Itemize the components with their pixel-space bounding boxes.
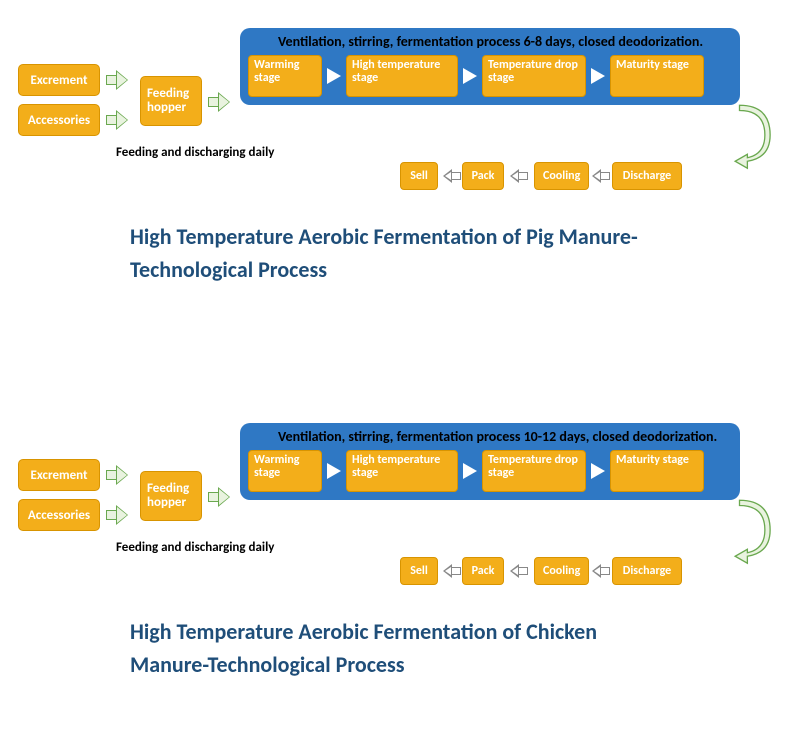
output-box: Discharge	[612, 162, 682, 190]
arrow-right-icon	[591, 463, 605, 479]
input-excrement: Excrement	[18, 459, 100, 491]
daily-caption: Feeding and discharging daily	[116, 145, 274, 160]
arrow-right-icon	[106, 505, 128, 525]
stage-box: High temperature stage	[346, 55, 458, 97]
arrow-left-icon	[592, 564, 610, 578]
fermentation-caption: Ventilation, stirring, fermentation proc…	[248, 34, 732, 51]
arrow-right-icon	[208, 487, 230, 507]
arrow-left-icon	[510, 169, 528, 183]
stage-box: High temperature stage	[346, 450, 458, 492]
output-box: Sell	[400, 162, 438, 190]
arrow-right-icon	[463, 68, 477, 84]
arrow-right-icon	[106, 70, 128, 90]
input-accessories: Accessories	[18, 499, 100, 531]
arrow-right-icon	[591, 68, 605, 84]
output-box: Pack	[462, 557, 504, 585]
output-box: Pack	[462, 162, 504, 190]
fermentation-container: Ventilation, stirring, fermentation proc…	[240, 28, 740, 105]
arrow-right-icon	[327, 68, 341, 84]
stage-box: Temperature drop stage	[482, 450, 586, 492]
stage-box: Warming stage	[248, 450, 322, 492]
arrow-right-icon	[463, 463, 477, 479]
arrow-right-icon	[327, 463, 341, 479]
output-box: Cooling	[534, 162, 589, 190]
stage-row: Warming stage High temperature stage Tempe…	[248, 55, 732, 97]
arrow-left-icon	[510, 564, 528, 578]
feeding-hopper: Feeding hopper	[140, 471, 202, 521]
arrow-left-icon	[592, 169, 610, 183]
stage-box: Temperature drop stage	[482, 55, 586, 97]
curve-arrow-icon	[732, 495, 782, 565]
output-box: Cooling	[534, 557, 589, 585]
arrow-left-icon	[443, 169, 461, 183]
curve-arrow-icon	[732, 100, 782, 170]
arrow-right-icon	[106, 110, 128, 130]
stage-box: Maturity stage	[610, 450, 704, 492]
process-diagram-0: Excrement Accessories Feeding hopper Ventil…	[0, 10, 800, 330]
feeding-hopper: Feeding hopper	[140, 76, 202, 126]
arrow-right-icon	[106, 465, 128, 485]
stage-row: Warming stage High temperature stage Tempe…	[248, 450, 732, 492]
output-box: Discharge	[612, 557, 682, 585]
arrow-right-icon	[208, 92, 230, 112]
diagram-title: High Temperature Aerobic Fermentation of…	[130, 615, 670, 681]
input-accessories: Accessories	[18, 104, 100, 136]
output-box: Sell	[400, 557, 438, 585]
fermentation-caption: Ventilation, stirring, fermentation proc…	[248, 429, 732, 446]
stage-box: Warming stage	[248, 55, 322, 97]
daily-caption: Feeding and discharging daily	[116, 540, 274, 555]
process-diagram-1: Excrement Accessories Feeding hopper Ventil…	[0, 405, 800, 725]
diagram-title: High Temperature Aerobic Fermentation of…	[130, 220, 670, 286]
input-excrement: Excrement	[18, 64, 100, 96]
arrow-left-icon	[443, 564, 461, 578]
stage-box: Maturity stage	[610, 55, 704, 97]
fermentation-container: Ventilation, stirring, fermentation proc…	[240, 423, 740, 500]
